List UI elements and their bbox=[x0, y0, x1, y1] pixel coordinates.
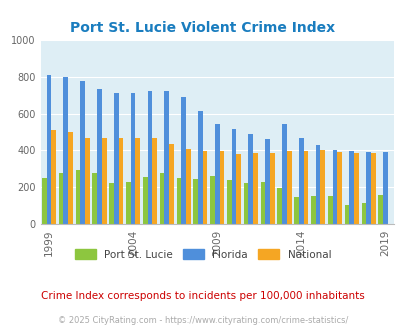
Bar bbox=[42, 178, 47, 224]
Bar bbox=[92, 173, 97, 224]
Bar bbox=[320, 150, 324, 224]
Bar bbox=[349, 151, 353, 224]
Bar bbox=[214, 124, 219, 224]
Bar bbox=[365, 152, 370, 224]
Bar bbox=[159, 173, 164, 224]
Text: Port St. Lucie Violent Crime Index: Port St. Lucie Violent Crime Index bbox=[70, 21, 335, 35]
Bar bbox=[80, 81, 85, 224]
Bar bbox=[135, 138, 140, 224]
Bar bbox=[68, 132, 73, 224]
Bar bbox=[360, 203, 365, 224]
Bar bbox=[210, 176, 214, 224]
Bar bbox=[198, 111, 202, 224]
Bar bbox=[248, 134, 253, 224]
Text: © 2025 CityRating.com - https://www.cityrating.com/crime-statistics/: © 2025 CityRating.com - https://www.city… bbox=[58, 316, 347, 325]
Bar bbox=[382, 152, 387, 224]
Bar bbox=[219, 151, 224, 224]
Bar bbox=[332, 149, 337, 224]
Bar bbox=[185, 148, 190, 224]
Bar bbox=[164, 91, 169, 224]
Bar bbox=[59, 173, 63, 224]
Bar bbox=[176, 178, 181, 224]
Text: Crime Index corresponds to incidents per 100,000 inhabitants: Crime Index corresponds to incidents per… bbox=[41, 291, 364, 301]
Bar bbox=[193, 179, 198, 224]
Bar bbox=[85, 138, 90, 224]
Bar bbox=[264, 139, 269, 224]
Bar bbox=[63, 77, 68, 224]
Bar bbox=[47, 75, 51, 224]
Bar bbox=[109, 183, 114, 224]
Bar bbox=[118, 138, 123, 224]
Bar bbox=[226, 180, 231, 224]
Bar bbox=[143, 177, 147, 224]
Bar bbox=[202, 151, 207, 224]
Bar bbox=[152, 139, 157, 224]
Bar bbox=[253, 153, 257, 224]
Bar bbox=[75, 170, 80, 224]
Bar bbox=[310, 196, 315, 224]
Bar bbox=[298, 139, 303, 224]
Bar bbox=[281, 124, 286, 224]
Bar bbox=[126, 182, 130, 224]
Legend: Port St. Lucie, Florida, National: Port St. Lucie, Florida, National bbox=[70, 245, 335, 264]
Bar bbox=[130, 93, 135, 224]
Bar bbox=[169, 144, 173, 224]
Bar bbox=[114, 93, 118, 224]
Bar bbox=[181, 97, 185, 224]
Bar bbox=[294, 197, 298, 224]
Bar bbox=[286, 151, 291, 224]
Bar bbox=[315, 145, 320, 224]
Bar bbox=[97, 88, 102, 224]
Bar bbox=[277, 188, 281, 224]
Bar bbox=[243, 183, 248, 224]
Bar bbox=[51, 130, 56, 224]
Bar bbox=[102, 139, 106, 224]
Bar bbox=[236, 154, 241, 224]
Bar bbox=[147, 91, 152, 224]
Bar bbox=[344, 205, 349, 224]
Bar bbox=[353, 153, 358, 224]
Bar bbox=[337, 152, 341, 224]
Bar bbox=[303, 151, 308, 224]
Bar bbox=[377, 195, 382, 224]
Bar bbox=[269, 153, 274, 224]
Bar bbox=[260, 182, 264, 224]
Bar bbox=[370, 153, 375, 224]
Bar bbox=[231, 129, 236, 224]
Bar bbox=[327, 196, 332, 224]
